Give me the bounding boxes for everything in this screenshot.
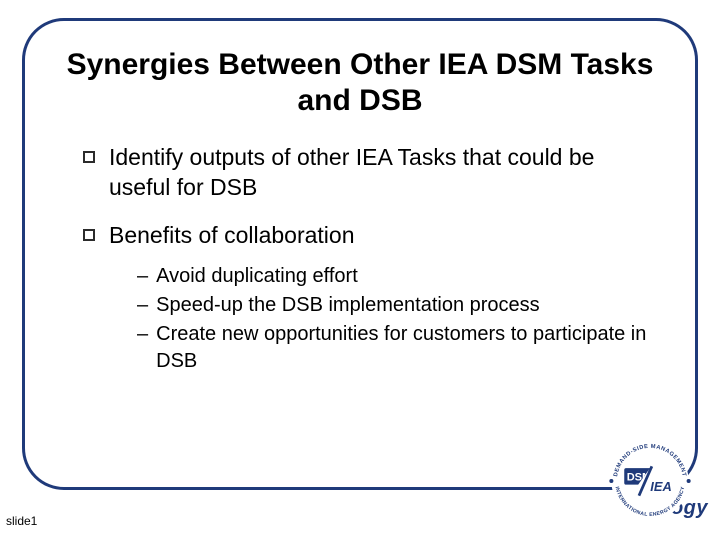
slide-title: Synergies Between Other IEA DSM Tasks an… xyxy=(59,47,661,119)
svg-text:IEA: IEA xyxy=(650,479,671,494)
sub-bullet-item: – Speed-up the DSB implementation proces… xyxy=(137,292,653,319)
logo-svg: DEMAND-SIDE MANAGEMENT INTERNATIONAL ENE… xyxy=(604,435,696,527)
bullet-text: Identify outputs of other IEA Tasks that… xyxy=(109,143,653,203)
slide-number: slide1 xyxy=(6,514,37,528)
square-bullet-icon xyxy=(83,151,95,163)
sub-bullet-text: Speed-up the DSB implementation process xyxy=(156,292,540,319)
sub-bullet-text: Create new opportunities for customers t… xyxy=(156,321,653,375)
sub-bullet-item: – Avoid duplicating effort xyxy=(137,263,653,290)
bullet-item: Benefits of collaboration xyxy=(83,221,653,251)
bullet-item: Identify outputs of other IEA Tasks that… xyxy=(83,143,653,203)
square-bullet-icon xyxy=(83,229,95,241)
dash-icon: – xyxy=(137,321,148,348)
sub-bullet-list: – Avoid duplicating effort – Speed-up th… xyxy=(83,263,653,375)
sub-bullet-text: Avoid duplicating effort xyxy=(156,263,358,290)
bullet-list: Identify outputs of other IEA Tasks that… xyxy=(59,143,661,375)
slide-frame: Synergies Between Other IEA DSM Tasks an… xyxy=(22,18,698,490)
dash-icon: – xyxy=(137,263,148,290)
dsm-iea-logo: DEMAND-SIDE MANAGEMENT INTERNATIONAL ENE… xyxy=(604,435,696,532)
sub-bullet-item: – Create new opportunities for customers… xyxy=(137,321,653,375)
bullet-text: Benefits of collaboration xyxy=(109,221,355,251)
dash-icon: – xyxy=(137,292,148,319)
